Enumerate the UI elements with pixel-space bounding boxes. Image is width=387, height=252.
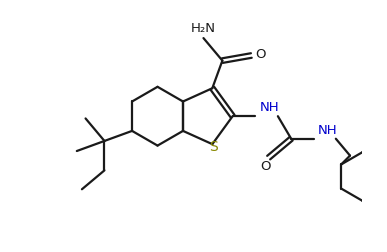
Text: H₂N: H₂N (190, 22, 215, 35)
Text: O: O (260, 160, 271, 173)
Text: S: S (209, 140, 217, 154)
Text: O: O (255, 48, 265, 61)
Text: NH: NH (318, 124, 337, 137)
Text: NH: NH (260, 101, 279, 114)
